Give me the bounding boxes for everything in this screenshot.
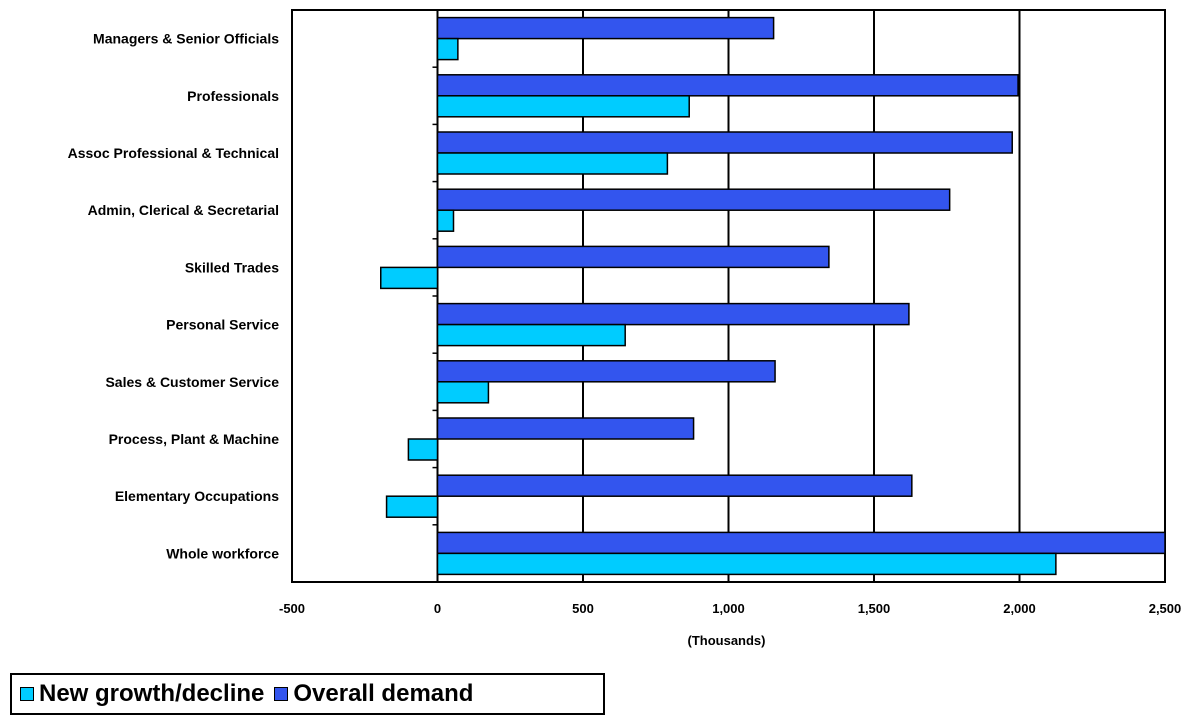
category-label: Personal Service (166, 317, 279, 333)
bar-chart: Managers & Senior Officials Professionals… (68, 9, 1182, 648)
bar-new-growth (407, 438, 439, 461)
bar-overall-demand (436, 302, 910, 326)
category-label: Elementary Occupations (115, 488, 279, 504)
x-tick-label: 0 (434, 601, 441, 616)
bar-overall-demand (436, 531, 1166, 555)
bar-new-growth (436, 552, 1057, 576)
bar-overall-demand (436, 417, 695, 440)
legend-label-new-growth: New growth/decline (39, 680, 265, 707)
bar-new-growth (436, 37, 459, 61)
bar-new-growth (385, 495, 439, 518)
bar-new-growth (436, 95, 690, 118)
category-label: Assoc Professional & Technical (68, 145, 279, 161)
x-tick-label: 500 (572, 601, 594, 616)
x-tick-label: 2,500 (1149, 601, 1182, 616)
legend: New growth/decline Overall demand (10, 673, 605, 715)
bar-new-growth (436, 209, 455, 232)
category-label: Managers & Senior Officials (93, 31, 279, 47)
x-tick-label: -500 (279, 601, 305, 616)
legend-swatch-overall-demand (274, 687, 289, 701)
bar-new-growth (436, 152, 669, 175)
x-tick-label: 1,000 (712, 601, 745, 616)
category-label: Admin, Clerical & Secretarial (88, 202, 279, 218)
bar-new-growth (436, 381, 490, 404)
bar-overall-demand (436, 74, 1019, 97)
legend-label-overall-demand: Overall demand (293, 680, 474, 707)
legend-item-overall-demand: Overall demand (274, 680, 473, 708)
legend-swatch-new-growth (20, 687, 34, 701)
bar-new-growth (436, 323, 626, 347)
bar-overall-demand (436, 474, 913, 497)
x-tick-label: 2,000 (1003, 601, 1036, 616)
category-label: Sales & Customer Service (105, 374, 279, 390)
legend-item-new-growth: New growth/decline (20, 680, 264, 708)
bar-overall-demand (436, 245, 830, 269)
bar-overall-demand (436, 360, 776, 383)
x-tick-label: 1,500 (858, 601, 891, 616)
category-label: Whole workforce (166, 545, 279, 561)
category-label: Skilled Trades (185, 259, 279, 275)
bar-overall-demand (436, 188, 951, 211)
bar-overall-demand (436, 131, 1013, 154)
x-axis-title: (Thousands) (688, 633, 766, 648)
bar-new-growth (380, 266, 439, 290)
category-label: Process, Plant & Machine (109, 431, 280, 447)
category-label: Professionals (187, 88, 279, 104)
bar-overall-demand (436, 16, 775, 40)
